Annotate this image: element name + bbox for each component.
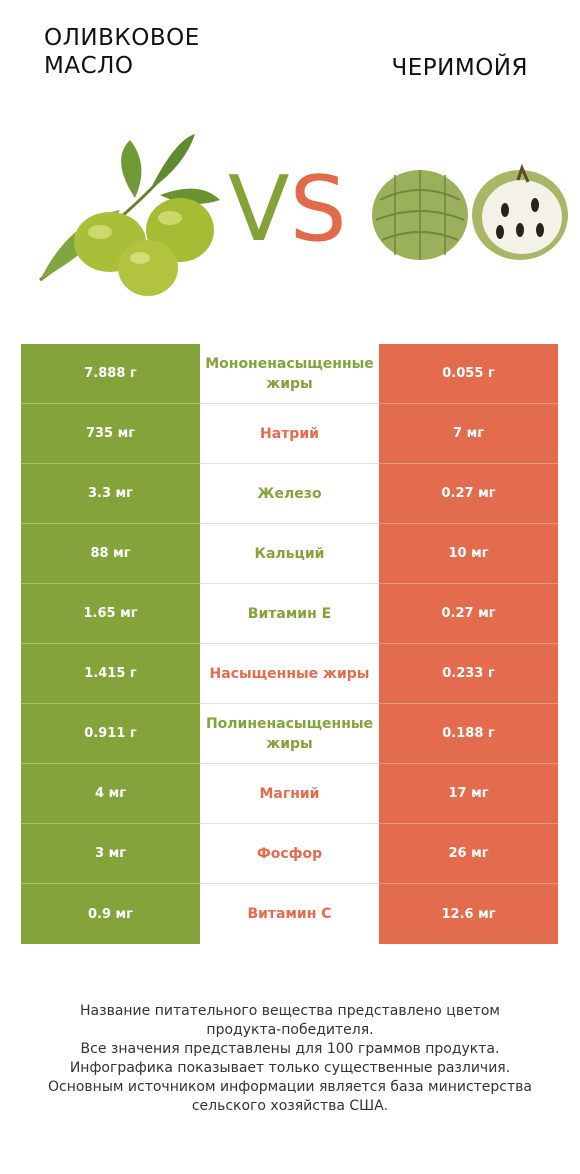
right-value: 0.27 мг (379, 464, 558, 524)
left-product-title: ОЛИВКОВОЕ МАСЛО (44, 24, 244, 80)
nutrient-name: Железо (200, 464, 379, 524)
table-row: 88 мг Кальций 10 мг (21, 524, 558, 584)
nutrient-name: Фосфор (200, 824, 379, 884)
right-value: 17 мг (379, 764, 558, 824)
hero-illustration (39, 134, 568, 296)
right-value: 0.27 мг (379, 584, 558, 644)
left-value: 1.65 мг (21, 584, 200, 644)
left-value: 7.888 г (21, 344, 200, 404)
table-row: 0.9 мг Витамин C 12.6 мг (21, 884, 558, 944)
vs-s: S (289, 157, 347, 262)
footer-line: сельского хозяйства США. (191, 1098, 389, 1114)
nutrient-name: Полиненасыщенные жиры (200, 704, 379, 764)
nutrient-name: Насыщенные жиры (200, 644, 379, 704)
right-value: 0.188 г (379, 704, 558, 764)
table-row: 0.911 г Полиненасыщенные жиры 0.188 г (21, 704, 558, 764)
table-row: 4 мг Магний 17 мг (21, 764, 558, 824)
nutrient-name: Кальций (200, 524, 379, 584)
left-value: 3.3 мг (21, 464, 200, 524)
footer-line: Основным источником информации является … (48, 1079, 532, 1095)
right-value: 10 мг (379, 524, 558, 584)
footer-notes: Название питательного вещества представл… (20, 1002, 560, 1116)
left-value: 735 мг (21, 404, 200, 464)
right-value: 26 мг (379, 824, 558, 884)
table-row: 1.415 г Насыщенные жиры 0.233 г (21, 644, 558, 704)
table-row: 1.65 мг Витамин E 0.27 мг (21, 584, 558, 644)
left-value: 0.911 г (21, 704, 200, 764)
olive-icon (39, 134, 220, 296)
right-value: 7 мг (379, 404, 558, 464)
left-value: 4 мг (21, 764, 200, 824)
left-value: 0.9 мг (21, 884, 200, 944)
vs-v: V (228, 157, 290, 262)
nutrient-name: Витамин C (200, 884, 379, 944)
cherimoya-icon (372, 163, 568, 260)
nutrient-name: Натрий (200, 404, 379, 464)
vs-label: VS (228, 160, 347, 260)
nutrient-name: Магний (200, 764, 379, 824)
nutrient-name: Витамин E (200, 584, 379, 644)
table-row: 7.888 г Мононенасыщенные жиры 0.055 г (21, 344, 558, 404)
right-value: 0.233 г (379, 644, 558, 704)
left-title-line1: ОЛИВКОВОЕ (44, 25, 200, 51)
footer-line: Все значения представлены для 100 граммо… (80, 1041, 500, 1057)
footer-line: Название питательного вещества представл… (80, 1003, 500, 1019)
table-row: 3.3 мг Железо 0.27 мг (21, 464, 558, 524)
nutrient-name: Мононенасыщенные жиры (200, 344, 379, 404)
left-title-line2: МАСЛО (44, 53, 134, 79)
table-row: 3 мг Фосфор 26 мг (21, 824, 558, 884)
left-value: 1.415 г (21, 644, 200, 704)
right-value: 12.6 мг (379, 884, 558, 944)
right-product-title: ЧЕРИМОЙЯ (391, 55, 528, 81)
comparison-table: 7.888 г Мононенасыщенные жиры 0.055 г 73… (21, 344, 558, 944)
right-value: 0.055 г (379, 344, 558, 404)
table-row: 735 мг Натрий 7 мг (21, 404, 558, 464)
left-value: 88 мг (21, 524, 200, 584)
footer-line: продукта-победителя. (206, 1022, 374, 1038)
footer-line: Инфографика показывает только существенн… (69, 1060, 511, 1076)
left-value: 3 мг (21, 824, 200, 884)
